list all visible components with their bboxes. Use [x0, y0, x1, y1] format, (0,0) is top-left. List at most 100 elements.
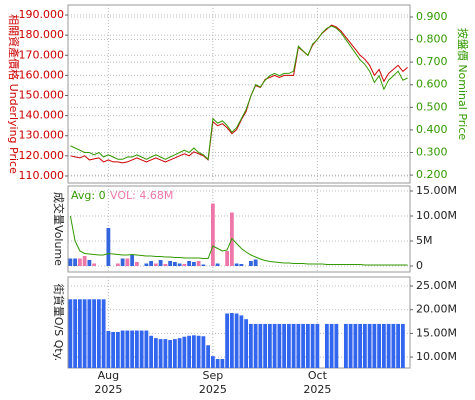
- bar: [115, 331, 120, 368]
- bar: [92, 299, 97, 368]
- bar: [210, 356, 215, 368]
- line-series: [70, 24, 408, 164]
- bar: [172, 339, 177, 368]
- bar: [82, 299, 87, 368]
- bar: [191, 262, 196, 266]
- bar: [272, 323, 277, 368]
- bar: [301, 323, 306, 368]
- bar: [153, 263, 158, 266]
- y-tick-label: 120.000: [19, 149, 65, 162]
- bar: [296, 323, 301, 368]
- bar: [324, 323, 329, 368]
- bar: [144, 330, 149, 368]
- bar: [191, 335, 196, 368]
- bar: [177, 338, 182, 368]
- y2-tick-label: 20.00M: [416, 303, 457, 316]
- bar: [253, 259, 258, 266]
- bar: [291, 323, 296, 368]
- bar: [77, 299, 82, 368]
- bar: [353, 323, 358, 368]
- y2-tick-label: 0.900: [416, 10, 448, 23]
- y-axis-title: 相關資產價格 Underlying Price: [7, 14, 21, 174]
- bar: [343, 323, 348, 368]
- y2-tick-label: 25.00M: [416, 279, 457, 292]
- bar: [400, 323, 405, 368]
- y2-tick-label: 0.300: [416, 146, 448, 159]
- bar: [163, 339, 168, 368]
- y-axis-title: 街貨量O/S Qty.: [52, 284, 66, 361]
- bar: [282, 323, 287, 368]
- x-tick-label: Sep 2025: [198, 369, 227, 396]
- y2-tick-label: 15.00M: [416, 184, 457, 197]
- y2-tick-label: 15.00M: [416, 326, 457, 339]
- bar: [196, 261, 201, 266]
- bar: [87, 299, 92, 368]
- bar: [248, 261, 253, 266]
- bar: [377, 323, 382, 368]
- bar: [391, 323, 396, 368]
- bar: [258, 323, 263, 368]
- bar: [239, 264, 244, 266]
- bar: [239, 315, 244, 368]
- bar: [106, 228, 111, 266]
- bar: [229, 313, 234, 368]
- bar: [96, 299, 101, 368]
- bar: [201, 336, 206, 368]
- bar: [220, 358, 225, 368]
- bar: [68, 299, 73, 368]
- bar: [130, 330, 135, 368]
- y-tick-label: 140.000: [19, 109, 65, 122]
- bar: [111, 331, 116, 368]
- bar: [130, 255, 135, 266]
- bar: [248, 323, 253, 368]
- line-series: [69, 215, 408, 266]
- bar: [386, 323, 391, 368]
- bar: [73, 299, 78, 368]
- bar: [177, 263, 182, 266]
- plot-frame: [67, 4, 411, 184]
- bar: [267, 323, 272, 368]
- y2-tick-label: 0.200: [416, 168, 448, 181]
- y2-tick-label: 5M: [416, 234, 433, 247]
- bar: [158, 260, 163, 266]
- legend-vol: VOL: 4.68M: [110, 189, 173, 202]
- bar: [87, 260, 92, 266]
- bar: [163, 264, 168, 266]
- bar: [144, 263, 149, 266]
- plot-frame: [67, 185, 411, 273]
- bar: [210, 203, 215, 266]
- bar: [372, 323, 377, 368]
- y2-tick-label: 0.800: [416, 33, 448, 46]
- bar: [329, 323, 334, 368]
- plot-frame: [67, 276, 411, 369]
- y-tick-label: 150.000: [19, 89, 65, 102]
- bar: [120, 330, 125, 368]
- bar: [196, 335, 201, 368]
- bar: [153, 338, 158, 368]
- bar: [77, 258, 82, 266]
- bar: [358, 323, 363, 368]
- y2-tick-label: 10.00M: [416, 350, 457, 363]
- x-tick-label: Oct 2025: [303, 369, 332, 396]
- bar: [362, 323, 367, 368]
- bar: [396, 323, 401, 368]
- bar: [234, 313, 239, 368]
- bar: [215, 263, 220, 266]
- bar: [172, 262, 177, 266]
- bar: [225, 251, 230, 266]
- y2-tick-label: 0.600: [416, 78, 448, 91]
- bar: [68, 258, 73, 266]
- y2-axis-title: 按盤價 Nominal Price: [456, 28, 470, 141]
- y-tick-label: 190.000: [19, 8, 65, 21]
- bar: [277, 323, 282, 368]
- bar: [206, 345, 211, 368]
- bar: [334, 323, 339, 368]
- y-tick-label: 130.000: [19, 129, 65, 142]
- y2-tick-label: 10.00M: [416, 209, 457, 222]
- bar: [101, 299, 106, 368]
- bar: [168, 340, 173, 368]
- bar: [82, 256, 87, 266]
- bar: [125, 330, 130, 368]
- bar: [187, 261, 192, 266]
